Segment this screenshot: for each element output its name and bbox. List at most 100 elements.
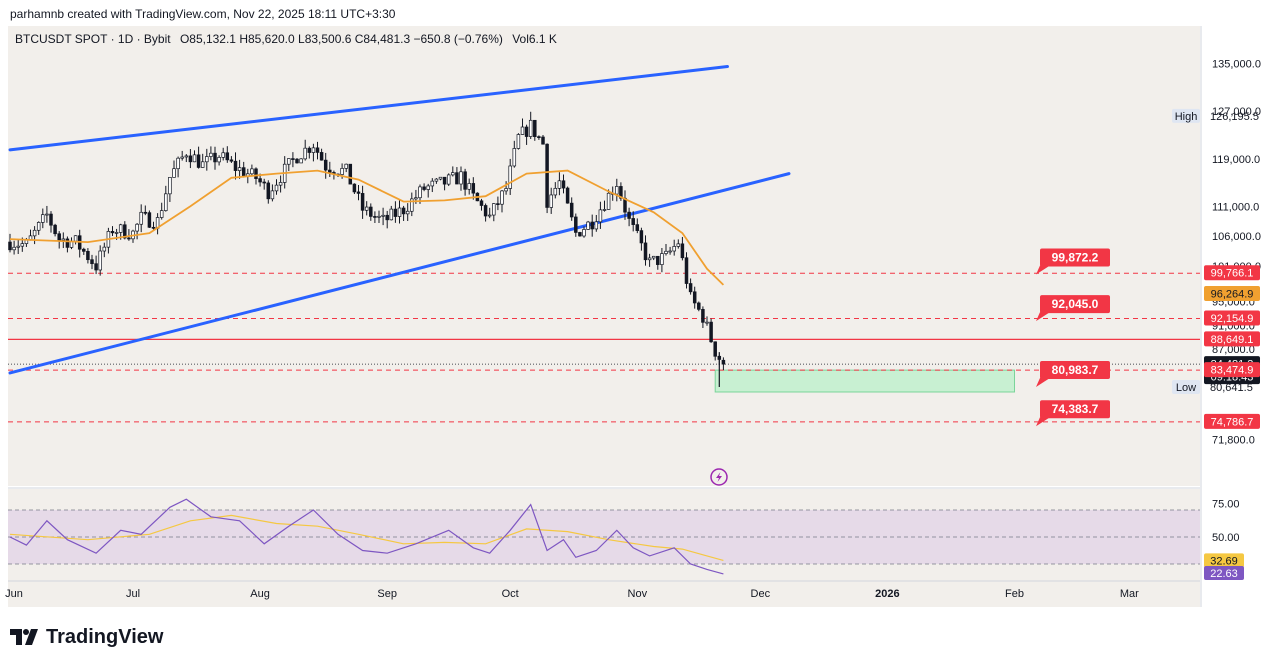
price-tick-label: 111,000.0 (1212, 201, 1259, 213)
candle-body (377, 215, 381, 218)
rsi-value-badge: 22.63 (1204, 566, 1244, 580)
symbol-name[interactable]: BTCUSDT SPOT · 1D · Bybit (15, 32, 171, 46)
candle-body (299, 158, 303, 164)
candle-body (61, 238, 66, 241)
candle-body (344, 163, 348, 169)
candle-body (200, 161, 205, 168)
candle-body (524, 126, 529, 137)
low-marker-value: 80,641.5 (1210, 382, 1253, 394)
candle-body (684, 257, 689, 284)
demand-zone[interactable] (714, 369, 1015, 393)
candle-body (426, 185, 430, 190)
high-marker-label: High (1175, 111, 1198, 123)
candle-body (692, 291, 697, 304)
candle-body (528, 119, 533, 137)
candle-body (262, 181, 266, 184)
trendline-lower[interactable] (8, 172, 791, 375)
badge-label: 99,766.1 (1211, 268, 1254, 280)
candle-body (467, 183, 471, 190)
candle-body (110, 231, 115, 234)
candle-body (471, 183, 476, 194)
candle-body (8, 241, 12, 251)
candle-body (393, 208, 398, 217)
callout-label: 99,872.2 (1052, 251, 1099, 265)
candle-body (229, 159, 234, 162)
candle-body (381, 214, 385, 217)
time-axis[interactable]: Jun Jul Aug Sep Oct Nov Dec 2026 Feb Mar (5, 588, 1139, 600)
candle-body (410, 198, 414, 212)
candle-body (315, 147, 320, 153)
candle-body (340, 168, 344, 175)
candle-body (598, 209, 603, 223)
candle-body (209, 152, 213, 157)
tradingview-logo[interactable]: TradingView (10, 624, 163, 650)
candle-body (233, 160, 238, 171)
price-callout[interactable]: 92,045.0 (1036, 295, 1110, 322)
alert-icon[interactable] (710, 468, 728, 486)
ema-layer (9, 169, 725, 286)
candle-body (225, 152, 230, 161)
price-axis[interactable]: 135,000.0 127,000.0 119,000.0 111,000.0 106,… (1212, 59, 1261, 447)
price-callout[interactable]: 74,383.7 (1036, 400, 1110, 427)
candle-body (701, 309, 705, 323)
candle-body (487, 214, 492, 217)
candle-body (147, 212, 152, 228)
price-callout[interactable]: 99,872.2 (1036, 248, 1110, 275)
chart-credit: parhamnb created with TradingView.com, N… (10, 7, 396, 21)
candle-body (389, 208, 394, 221)
time-tick-label: Mar (1120, 588, 1139, 600)
candle-body (643, 242, 648, 261)
candles-layer (8, 111, 726, 387)
candle-body (651, 255, 656, 259)
time-tick-label: Feb (1005, 588, 1024, 600)
price-badge: 83,474.9 (1204, 362, 1260, 378)
candle-body (221, 152, 225, 158)
candle-body (442, 176, 447, 185)
candle-body (237, 167, 242, 171)
candle-body (639, 230, 644, 244)
trendline-upper[interactable] (8, 65, 729, 152)
candle-body (713, 341, 717, 357)
candle-body (188, 155, 193, 163)
candle-body (549, 194, 553, 208)
svg-text:22.63: 22.63 (1210, 568, 1238, 580)
candle-body (594, 221, 599, 230)
rsi-tick-label: 50.00 (1212, 532, 1240, 544)
ema-line (9, 169, 725, 286)
candle-body (455, 172, 459, 185)
candle-body (360, 193, 365, 211)
candle-body (446, 174, 451, 185)
low-marker: Low 80,641.5 (1172, 379, 1253, 394)
badge-label: 96,264.9 (1211, 289, 1254, 301)
candle-body (680, 243, 685, 259)
candle-body (668, 250, 672, 253)
candle-body (422, 186, 426, 190)
candle-body (574, 216, 578, 233)
price-callout[interactable]: 80,983.7 (1036, 360, 1110, 387)
candle-body (139, 211, 143, 225)
candle-body (98, 250, 102, 271)
candle-body (590, 221, 594, 230)
symbol-legend[interactable]: BTCUSDT SPOT · 1D · Bybit O85,132.1 H85,… (15, 32, 557, 46)
candle-body (545, 143, 549, 208)
candle-body (41, 214, 45, 223)
high-marker: High 126,195.5 (1172, 108, 1259, 123)
candle-body (401, 207, 406, 215)
time-tick-label: Sep (377, 588, 397, 600)
candle-body (479, 200, 484, 206)
candle-body (414, 197, 418, 200)
candle-body (164, 193, 168, 211)
candle-body (159, 210, 164, 218)
price-badge: 99,766.1 (1204, 265, 1260, 281)
candle-body (303, 147, 307, 160)
candle-body (192, 154, 197, 163)
candle-body (635, 224, 640, 231)
low-marker-label: Low (1176, 382, 1196, 394)
tradingview-brand-text: TradingView (46, 625, 164, 648)
price-tick-label: 119,000.0 (1212, 154, 1260, 166)
candle-body (94, 263, 98, 271)
rsi-tick-label: 75.00 (1212, 498, 1240, 510)
candle-body (631, 218, 635, 225)
